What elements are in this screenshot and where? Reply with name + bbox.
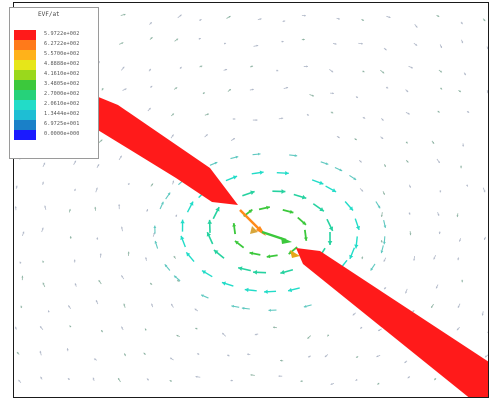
legend-swatch <box>14 30 36 40</box>
vector-arrowhead <box>304 15 306 17</box>
vector-arrowhead <box>128 252 130 254</box>
vector-arrowhead <box>361 257 363 259</box>
legend-value: 2.0610e+002 <box>44 101 79 107</box>
vector-arrowhead <box>15 206 17 208</box>
legend-entry: 4.8888e+002 <box>14 60 98 70</box>
vector-arrowhead <box>488 138 490 140</box>
vector-arrowhead <box>153 226 156 228</box>
legend-swatch <box>14 50 36 60</box>
vector-arrowhead <box>354 245 358 249</box>
legend-swatch <box>14 90 36 100</box>
legend-value: 2.7000e+002 <box>44 91 79 97</box>
legend-swatch <box>14 80 36 90</box>
vector-arrowhead <box>489 210 491 212</box>
vector-arrowhead <box>295 154 298 157</box>
legend-entry: 6.2722e+002 <box>14 40 98 50</box>
legend-value: 5.9722e+002 <box>44 31 79 37</box>
legend-value: 4.8888e+002 <box>44 61 79 67</box>
vector-arrowhead <box>245 288 249 292</box>
vector-arrowhead <box>383 242 386 245</box>
center-vectors <box>240 210 300 258</box>
vector-arrowhead <box>300 380 302 382</box>
vector-arrowhead <box>306 65 308 67</box>
vector-arrowhead <box>96 237 98 239</box>
vector-arrowhead <box>258 153 261 156</box>
legend-swatch <box>14 70 36 80</box>
legend-entry: 6.9725e+001 <box>14 120 98 130</box>
vector-arrowhead <box>282 41 284 43</box>
vector-arrowhead <box>74 259 76 261</box>
legend-value: 0.0000e+000 <box>44 131 79 137</box>
legend-value: 1.3444e+002 <box>44 111 79 117</box>
legend-value: 6.9725e+001 <box>44 121 79 127</box>
legend-swatch <box>14 100 36 110</box>
legend-value: 4.1610e+002 <box>44 71 79 77</box>
vector-arrowhead <box>268 309 270 312</box>
legend-entry: 3.4805e+002 <box>14 80 98 90</box>
vector-arrow <box>487 47 489 50</box>
vector-arrowhead <box>234 118 236 120</box>
legend-swatch <box>14 40 36 50</box>
vector-arrowhead <box>250 374 252 376</box>
legend-entry: 2.7000e+002 <box>14 90 98 100</box>
legend-value: 5.5700e+002 <box>44 51 79 57</box>
vector-arrowhead <box>264 290 268 294</box>
legend-entry: 2.0610e+002 <box>14 100 98 110</box>
legend-value: 6.2722e+002 <box>44 41 79 47</box>
legend-swatch <box>14 120 36 130</box>
vector-arrowhead <box>461 281 463 283</box>
vector-arrowhead <box>488 331 490 333</box>
legend-value: 3.4805e+002 <box>44 81 79 87</box>
vector-arrowhead <box>118 204 120 206</box>
vector-arrowhead <box>285 171 289 175</box>
vector-arrowhead <box>100 253 102 255</box>
vector-arrowhead <box>303 39 305 41</box>
vector-arrowhead <box>332 92 334 94</box>
color-legend: EVF/at 5.9722e+002 6.2722e+002 5.5700e+0… <box>9 7 99 159</box>
vector-arrowhead <box>281 189 285 194</box>
legend-entry: 5.9722e+002 <box>14 30 98 40</box>
legend-swatch <box>14 60 36 70</box>
vector-arrowhead <box>21 276 23 278</box>
vector-arrowhead <box>440 88 442 90</box>
vector-arrowhead <box>207 220 212 224</box>
vector-arrowhead <box>253 270 257 275</box>
lower-jet-band <box>296 248 491 400</box>
vector-arrowhead <box>256 119 258 121</box>
vector-arrowhead <box>70 236 72 238</box>
legend-title: EVF/at <box>38 11 60 18</box>
vector-arrowhead <box>460 166 462 168</box>
vector-arrowhead <box>247 353 249 355</box>
vector-arrowhead <box>242 307 245 310</box>
vector-arrowhead <box>278 375 280 377</box>
legend-entry: 4.1610e+002 <box>14 70 98 80</box>
legend-entry: 0.0000e+000 <box>14 130 98 140</box>
legend-entry: 5.5700e+002 <box>14 50 98 60</box>
legend-entry: 1.3444e+002 <box>14 110 98 120</box>
legend-swatch <box>14 130 36 140</box>
upper-jet-band <box>88 96 238 205</box>
legend-swatch <box>14 110 36 120</box>
vector-arrowhead <box>462 145 464 147</box>
vector-arrow <box>489 208 490 212</box>
vector-arrowhead <box>180 220 184 224</box>
vector-arrowhead <box>94 207 96 209</box>
vector-arrowhead <box>439 191 441 193</box>
vector-arrowhead <box>328 241 333 245</box>
